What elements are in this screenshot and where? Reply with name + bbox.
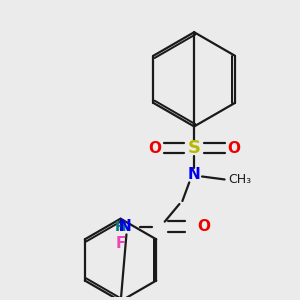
Text: F: F [116,236,126,251]
Text: O: O [148,140,161,155]
Text: S: S [188,139,201,157]
Text: O: O [197,219,210,234]
Text: CH₃: CH₃ [229,173,252,186]
Text: N: N [118,219,131,234]
Text: O: O [227,140,240,155]
Text: N: N [188,167,200,182]
Text: H: H [115,220,126,234]
